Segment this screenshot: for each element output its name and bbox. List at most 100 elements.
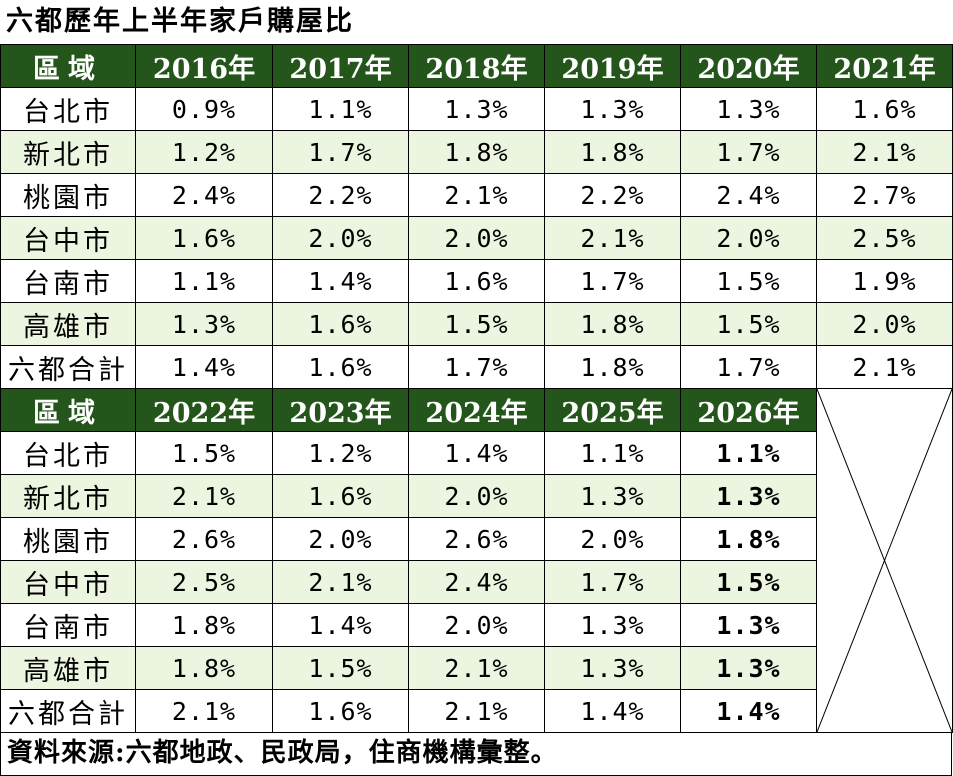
- table-row: 台北市 1.5% 1.2% 1.4% 1.1% 1.1%: [0, 431, 953, 475]
- value-cell: 1.6%: [272, 345, 409, 389]
- value-cell: 2.2%: [272, 173, 409, 217]
- table-row: 高雄市 1.3% 1.6% 1.5% 1.8% 1.5% 2.0%: [0, 302, 953, 346]
- value-cell: 1.7%: [544, 560, 681, 604]
- value-cell: 1.8%: [544, 302, 681, 346]
- value-cell: 1.6%: [408, 259, 545, 303]
- column-header-region: 區域: [0, 388, 136, 432]
- value-cell: 2.1%: [408, 646, 545, 690]
- column-header-year: 2021年: [816, 44, 953, 88]
- source-note: 資料來源:六都地政、民政局，住商機構彙整。: [0, 732, 952, 776]
- value-cell: 1.3%: [680, 646, 817, 690]
- value-cell: 1.5%: [680, 560, 817, 604]
- column-header-year: 2018年: [408, 44, 545, 88]
- region-cell: 新北市: [0, 474, 136, 518]
- value-cell: 1.7%: [272, 130, 409, 174]
- value-cell: 2.0%: [272, 216, 409, 260]
- table-row: 新北市 2.1% 1.6% 2.0% 1.3% 1.3%: [0, 474, 953, 518]
- value-cell: 2.1%: [816, 345, 953, 389]
- value-cell: 1.3%: [680, 474, 817, 518]
- page-title: 六都歷年上半年家戶購屋比: [6, 6, 354, 37]
- value-cell: 2.5%: [816, 216, 953, 260]
- value-cell: 1.5%: [408, 302, 545, 346]
- table-row: 台南市 1.8% 1.4% 2.0% 1.3% 1.3%: [0, 603, 953, 647]
- column-header-year: 2026年: [680, 388, 817, 432]
- value-cell: 1.3%: [544, 87, 681, 131]
- value-cell: 1.4%: [680, 689, 817, 733]
- value-cell: 1.6%: [272, 302, 409, 346]
- value-cell: 1.3%: [680, 87, 817, 131]
- value-cell: 2.6%: [135, 517, 273, 561]
- value-cell: 1.8%: [408, 130, 545, 174]
- region-cell: 台北市: [0, 87, 136, 131]
- value-cell: 1.7%: [544, 259, 681, 303]
- value-cell: 0.9%: [135, 87, 273, 131]
- value-cell: 1.4%: [272, 603, 409, 647]
- region-cell: 台中市: [0, 216, 136, 260]
- column-header-year: 2022年: [135, 388, 273, 432]
- value-cell: 2.6%: [408, 517, 545, 561]
- value-cell: 2.1%: [544, 216, 681, 260]
- table2-header-row: 區域 2022年 2023年 2024年 2025年 2026年: [0, 388, 953, 733]
- table-row: 高雄市 1.8% 1.5% 2.1% 1.3% 1.3%: [0, 646, 953, 690]
- value-cell: 2.1%: [135, 474, 273, 518]
- value-cell: 1.5%: [680, 302, 817, 346]
- value-cell: 1.8%: [135, 603, 273, 647]
- value-cell: 1.2%: [272, 431, 409, 475]
- value-cell: 1.8%: [680, 517, 817, 561]
- value-cell: 1.5%: [135, 431, 273, 475]
- value-cell: 1.3%: [135, 302, 273, 346]
- value-cell: 1.4%: [408, 431, 545, 475]
- column-header-year: 2025年: [544, 388, 681, 432]
- column-header-year: 2016年: [135, 44, 273, 88]
- value-cell: 1.3%: [544, 474, 681, 518]
- region-cell: 桃園市: [0, 517, 136, 561]
- table-row: 台中市 2.5% 2.1% 2.4% 1.7% 1.5%: [0, 560, 953, 604]
- empty-crossed-cell: [816, 388, 953, 733]
- value-cell: 2.0%: [408, 603, 545, 647]
- value-cell: 1.6%: [135, 216, 273, 260]
- region-cell: 高雄市: [0, 302, 136, 346]
- value-cell: 1.3%: [544, 603, 681, 647]
- region-cell: 台南市: [0, 603, 136, 647]
- value-cell: 2.0%: [408, 216, 545, 260]
- value-cell: 1.8%: [135, 646, 273, 690]
- purchase-ratio-table: 區域 2016年 2017年 2018年 2019年 2020年 2021年 台北市 0.9% 1…: [0, 44, 953, 733]
- value-cell: 2.0%: [680, 216, 817, 260]
- cross-lines: [817, 389, 952, 732]
- region-cell: 台中市: [0, 560, 136, 604]
- value-cell: 2.1%: [135, 689, 273, 733]
- column-header-year: 2020年: [680, 44, 817, 88]
- region-cell: 六都合計: [0, 345, 136, 389]
- value-cell: 2.4%: [408, 560, 545, 604]
- value-cell: 1.3%: [680, 603, 817, 647]
- value-cell: 1.5%: [680, 259, 817, 303]
- region-cell: 台北市: [0, 431, 136, 475]
- table-row: 台北市 0.9% 1.1% 1.3% 1.3% 1.3% 1.6%: [0, 87, 953, 131]
- column-header-region: 區域: [0, 44, 136, 88]
- value-cell: 1.7%: [680, 130, 817, 174]
- value-cell: 2.0%: [816, 302, 953, 346]
- value-cell: 1.2%: [135, 130, 273, 174]
- table-row: 桃園市 2.4% 2.2% 2.1% 2.2% 2.4% 2.7%: [0, 173, 953, 217]
- table-row: 新北市 1.2% 1.7% 1.8% 1.8% 1.7% 2.1%: [0, 130, 953, 174]
- region-cell: 桃園市: [0, 173, 136, 217]
- column-header-year: 2024年: [408, 388, 545, 432]
- value-cell: 2.1%: [816, 130, 953, 174]
- value-cell: 1.4%: [544, 689, 681, 733]
- value-cell: 1.9%: [816, 259, 953, 303]
- column-header-year: 2017年: [272, 44, 409, 88]
- value-cell: 2.1%: [408, 173, 545, 217]
- value-cell: 1.3%: [544, 646, 681, 690]
- value-cell: 1.4%: [272, 259, 409, 303]
- value-cell: 1.8%: [544, 130, 681, 174]
- table1-header-row: 區域 2016年 2017年 2018年 2019年 2020年 2021年: [0, 44, 953, 88]
- column-header-year: 2023年: [272, 388, 409, 432]
- value-cell: 1.6%: [272, 474, 409, 518]
- value-cell: 2.0%: [408, 474, 545, 518]
- column-header-year: 2019年: [544, 44, 681, 88]
- value-cell: 2.5%: [135, 560, 273, 604]
- value-cell: 2.2%: [544, 173, 681, 217]
- value-cell: 1.8%: [544, 345, 681, 389]
- value-cell: 2.1%: [272, 560, 409, 604]
